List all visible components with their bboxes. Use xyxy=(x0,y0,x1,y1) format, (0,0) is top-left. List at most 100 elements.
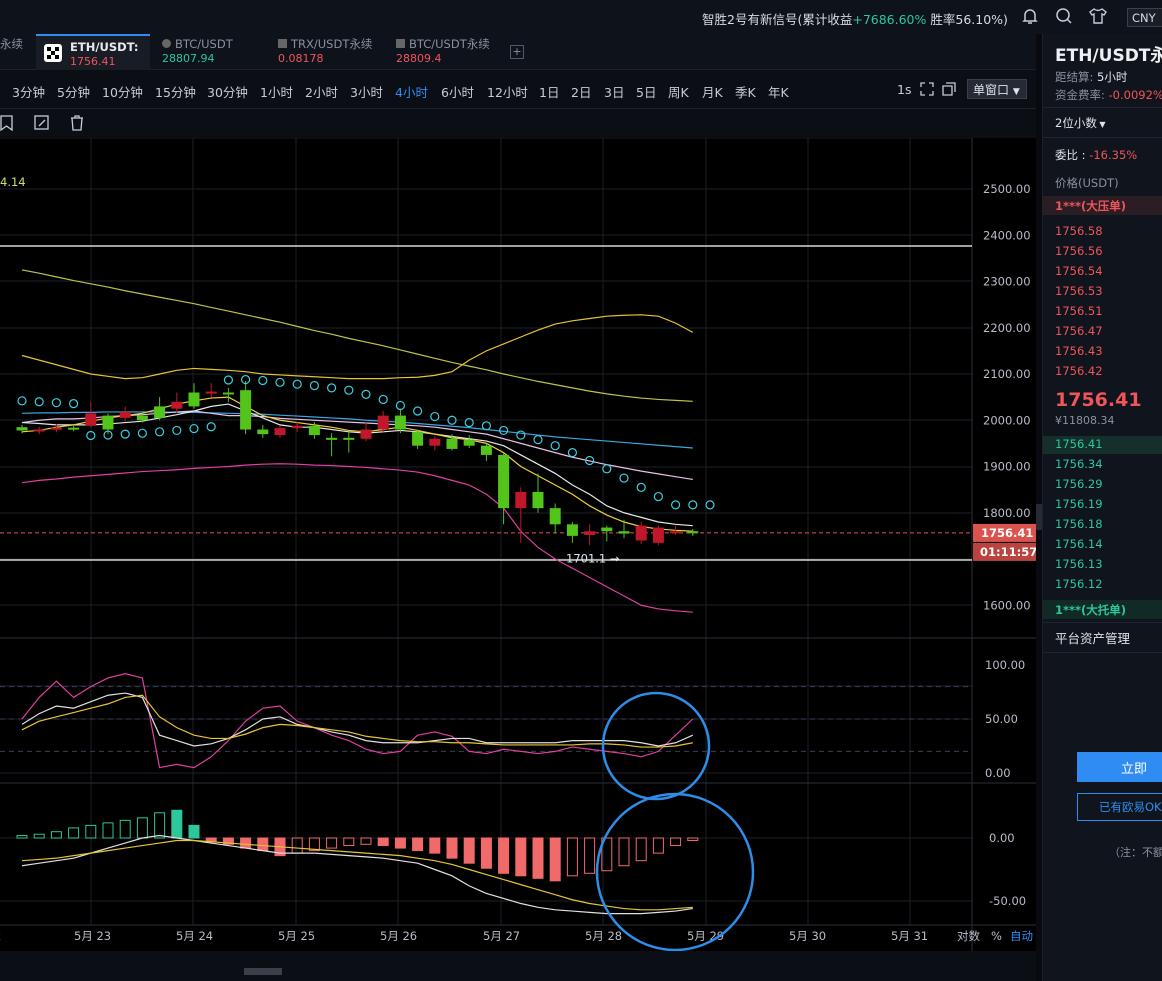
timeframe-2d[interactable]: 2日 xyxy=(571,85,592,100)
primary-action-button[interactable]: 立即 xyxy=(1077,752,1162,782)
time-tick-label: 5月 31 xyxy=(891,929,928,943)
tab-btc-usdt-perp[interactable]: BTC/USDT永续 28809.4 xyxy=(388,34,506,70)
log-scale-toggle[interactable]: 对数 xyxy=(957,929,980,943)
timeframe-2h[interactable]: 2小时 xyxy=(305,85,338,100)
candle-body xyxy=(687,531,699,534)
timeframe-5m[interactable]: 5分钟 xyxy=(57,85,90,100)
sar-dot xyxy=(464,417,474,428)
timeframe-bar: 3分钟 5分钟 10分钟 15分钟 30分钟 1小时 2小时 3小时 4小时 6… xyxy=(0,76,1036,102)
macd-bar xyxy=(446,837,458,859)
timeframe-5d[interactable]: 5日 xyxy=(636,85,657,100)
big-bid-label: 1***(大托单) xyxy=(1043,600,1162,619)
macd-bar xyxy=(670,837,682,847)
trash-icon[interactable] xyxy=(68,114,86,135)
chart-canvas[interactable]: 2500.002400.002300.002200.002100.002000.… xyxy=(0,137,1037,952)
macd-tick-label: -50.00 xyxy=(989,894,1026,908)
add-tab-button[interactable]: + xyxy=(510,45,524,59)
ask-row[interactable]: 1756.51 xyxy=(1055,304,1103,318)
tab-trx-usdt-perp[interactable]: TRX/USDT永续 0.08178 xyxy=(270,34,388,70)
macd-bar xyxy=(412,837,424,852)
macd-tick-label: 0.00 xyxy=(989,831,1015,845)
bid-row[interactable]: 1756.19 xyxy=(1055,497,1103,511)
percent-scale-toggle[interactable]: % xyxy=(991,929,1002,943)
bid-row[interactable]: 1756.34 xyxy=(1055,457,1103,471)
bid-row[interactable]: 1756.29 xyxy=(1055,477,1103,491)
timeframe-6h[interactable]: 6小时 xyxy=(441,85,474,100)
tab-name: ETH/USDT: xyxy=(70,40,139,54)
candle-body xyxy=(446,438,458,449)
ask-row[interactable]: 1756.42 xyxy=(1055,364,1103,378)
restore-icon[interactable] xyxy=(942,82,956,99)
separator xyxy=(1043,107,1162,108)
timeframe-30m[interactable]: 30分钟 xyxy=(207,85,248,100)
bid-row[interactable]: 1756.12 xyxy=(1055,577,1103,591)
ask-row[interactable]: 1756.43 xyxy=(1055,344,1103,358)
macd-bar xyxy=(652,837,664,854)
panel-divider[interactable] xyxy=(1036,34,1042,981)
tab-btc-usdt[interactable]: BTC/USDT 28807.94 xyxy=(154,34,266,70)
candle-body xyxy=(601,527,613,532)
timeframe-3d[interactable]: 3日 xyxy=(604,85,625,100)
timeframe-1d[interactable]: 1日 xyxy=(539,85,560,100)
timeframe-12h[interactable]: 12小时 xyxy=(487,85,528,100)
timeframe-year[interactable]: 年K xyxy=(768,85,789,100)
search-icon[interactable] xyxy=(1054,6,1076,28)
time-tick-label: 5月 24 xyxy=(176,929,213,943)
timeframe-quarter[interactable]: 季K xyxy=(735,85,756,100)
macd-bar xyxy=(119,819,131,839)
existing-account-button[interactable]: 已有欧易OKX xyxy=(1077,793,1162,821)
precision-select[interactable]: 2位小数 ▼ xyxy=(1055,116,1106,130)
auto-scale-toggle[interactable]: 自动 xyxy=(1010,929,1033,943)
collapse-arrow-icon[interactable] xyxy=(1036,504,1042,530)
ask-row[interactable]: 1756.58 xyxy=(1055,224,1103,238)
bid-row[interactable]: 1756.18 xyxy=(1055,517,1103,531)
bid-row[interactable]: 1756.41 xyxy=(1055,437,1103,451)
timeframe-3m[interactable]: 3分钟 xyxy=(12,85,45,100)
fullscreen-icon[interactable] xyxy=(920,82,934,99)
sar-dot xyxy=(567,448,578,458)
timeframe-1h[interactable]: 1小时 xyxy=(260,85,293,100)
candle-body xyxy=(584,531,596,535)
signal-notice[interactable]: 智胜2号有新信号(累计收益+7686.60% 胜率56.10%) xyxy=(702,9,1008,28)
sar-dot xyxy=(155,427,165,437)
ask-row[interactable]: 1756.53 xyxy=(1055,284,1103,298)
bookmark-icon[interactable] xyxy=(0,114,14,135)
timeframe-15m[interactable]: 15分钟 xyxy=(155,85,196,100)
bell-icon[interactable] xyxy=(1020,6,1042,28)
timeframe-week[interactable]: 周K xyxy=(668,85,689,100)
timeframe-3h[interactable]: 3小时 xyxy=(350,85,383,100)
bid-row[interactable]: 1756.14 xyxy=(1055,537,1103,551)
candle-body xyxy=(480,445,492,455)
macd-bar xyxy=(33,833,45,839)
bid-row[interactable]: 1756.13 xyxy=(1055,557,1103,571)
tab-partial[interactable]: 永续 xyxy=(0,34,34,70)
ask-row[interactable]: 1756.54 xyxy=(1055,264,1103,278)
candle-body xyxy=(515,491,527,509)
tab-eth-usdt[interactable]: ETH/USDT: 1756.41 xyxy=(36,34,150,70)
candle-body xyxy=(326,437,338,440)
interval-label[interactable]: 1s xyxy=(897,82,912,97)
ask-row[interactable]: 1756.47 xyxy=(1055,324,1103,338)
sar-dot xyxy=(602,464,612,474)
timeframe-10m[interactable]: 10分钟 xyxy=(102,85,143,100)
funding-value: -0.0092% xyxy=(1108,88,1162,102)
bid-highlight xyxy=(1043,436,1162,454)
window-mode-select[interactable]: 单窗口 ▼ xyxy=(967,79,1027,99)
shirt-icon[interactable] xyxy=(1088,6,1110,28)
time-tick-label: 5月 27 xyxy=(483,929,520,943)
currency-select[interactable]: CNY xyxy=(1127,8,1162,27)
kdj-tick-label: 100.00 xyxy=(985,658,1025,672)
asset-management-link[interactable]: 平台资产管理 xyxy=(1055,631,1131,646)
candle-body xyxy=(377,415,389,430)
candle-body xyxy=(257,429,269,435)
countdown-tag xyxy=(973,542,1036,561)
ask-row[interactable]: 1756.56 xyxy=(1055,244,1103,258)
price-chart[interactable]: 2500.00 2400.00 2300.00 2200.00 2100.00 2000.… xyxy=(0,137,1037,952)
scroll-handle[interactable] xyxy=(244,968,282,975)
timeframe-4h[interactable]: 4小时 xyxy=(395,85,428,100)
candle-body xyxy=(618,531,630,534)
edit-icon[interactable] xyxy=(33,114,51,135)
chart-scrollbar[interactable] xyxy=(0,951,1036,981)
timeframe-month[interactable]: 月K xyxy=(702,85,723,100)
